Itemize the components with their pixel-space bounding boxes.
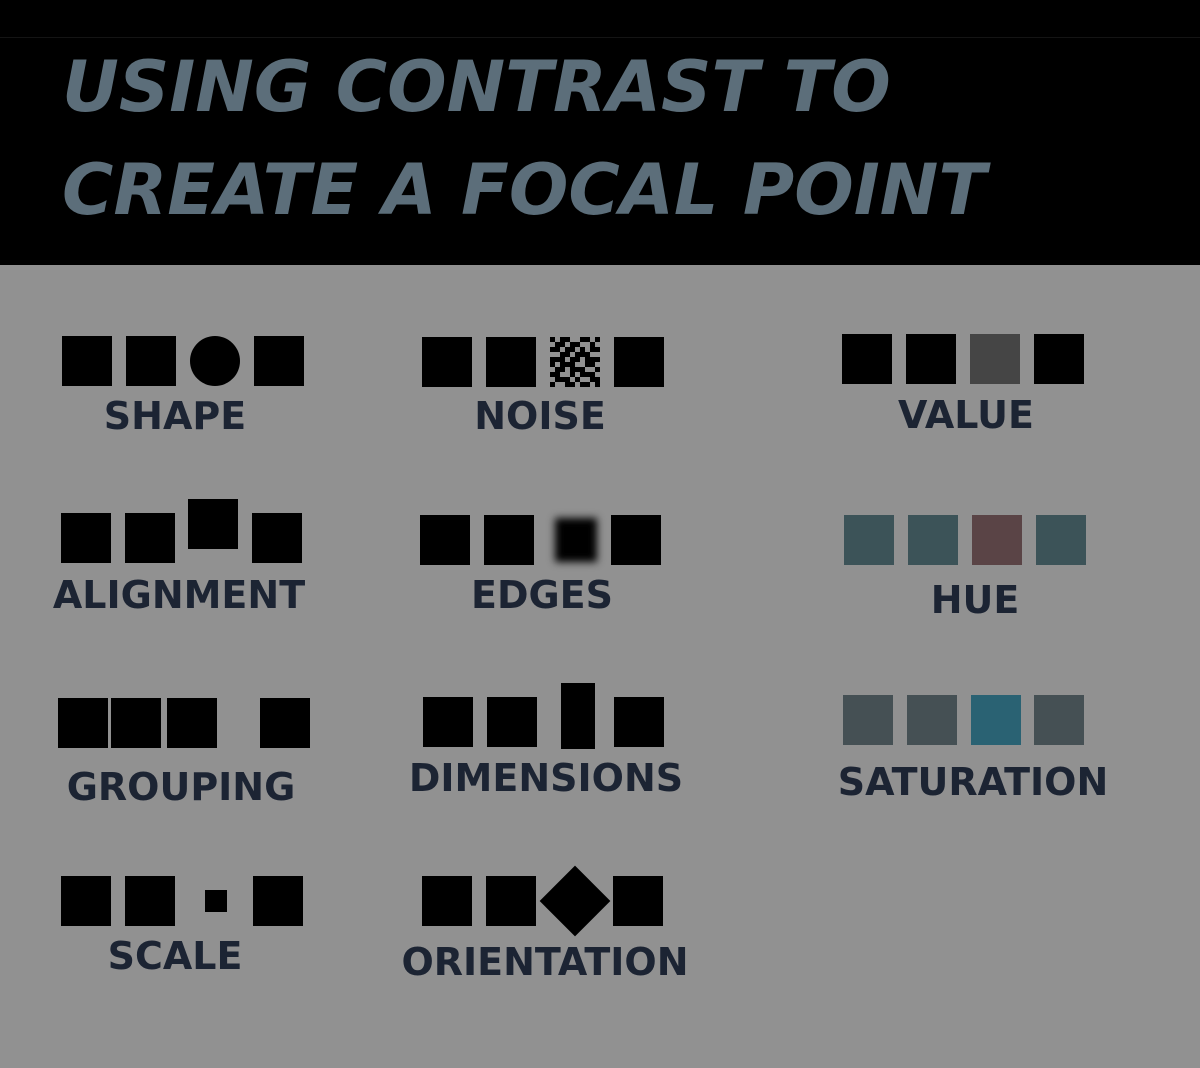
separated-square-icon	[260, 698, 310, 748]
header-divider	[0, 37, 1200, 38]
grouping-label: GROUPING	[66, 765, 296, 809]
square-icon	[420, 515, 470, 565]
square-icon	[1034, 695, 1084, 745]
tall-rectangle-icon	[561, 683, 595, 749]
square-icon	[125, 876, 175, 926]
different-hue-square-icon	[972, 515, 1022, 565]
square-icon	[423, 697, 473, 747]
square-icon	[842, 334, 892, 384]
square-icon	[1034, 334, 1084, 384]
square-icon	[611, 515, 661, 565]
scale-label: SCALE	[107, 934, 243, 978]
square-icon	[126, 336, 176, 386]
dimensions-label: DIMENSIONS	[408, 756, 684, 800]
contrast-examples-panel	[0, 265, 1200, 1068]
square-icon	[614, 337, 664, 387]
square-icon	[486, 337, 536, 387]
square-icon	[907, 695, 957, 745]
edges-label: EDGES	[470, 573, 614, 617]
square-icon	[422, 876, 472, 926]
square-icon	[254, 336, 304, 386]
small-square-icon	[205, 890, 227, 912]
saturation-label: SATURATION	[837, 760, 1109, 804]
square-icon	[906, 334, 956, 384]
orientation-label: ORIENTATION	[401, 940, 689, 984]
noise-label: NOISE	[474, 394, 606, 438]
square-icon	[167, 698, 217, 748]
saturated-square-icon	[971, 695, 1021, 745]
square-icon	[613, 876, 663, 926]
raised-square-icon	[188, 499, 238, 549]
square-icon	[422, 337, 472, 387]
value-label: VALUE	[898, 393, 1034, 437]
square-icon	[58, 698, 108, 748]
hue-label: HUE	[930, 578, 1020, 622]
square-icon	[908, 515, 958, 565]
square-icon	[62, 336, 112, 386]
title-line-2: CREATE A FOCAL POINT	[62, 149, 987, 231]
circle-icon	[190, 336, 240, 386]
square-icon	[843, 695, 893, 745]
square-icon	[1036, 515, 1086, 565]
square-icon	[61, 513, 111, 563]
square-icon	[614, 697, 664, 747]
blurred-square-icon	[555, 518, 597, 562]
noise-square-icon	[550, 337, 600, 387]
square-icon	[61, 876, 111, 926]
square-icon	[844, 515, 894, 565]
square-icon	[253, 876, 303, 926]
square-icon	[484, 515, 534, 565]
light-value-square-icon	[970, 334, 1020, 384]
square-icon	[487, 697, 537, 747]
square-icon	[125, 513, 175, 563]
header-banner: USING CONTRAST TO CREATE A FOCAL POINT	[0, 0, 1200, 265]
title-line-1: USING CONTRAST TO	[62, 46, 891, 128]
shape-label: SHAPE	[103, 394, 247, 438]
square-icon	[111, 698, 161, 748]
square-icon	[252, 513, 302, 563]
alignment-label: ALIGNMENT	[52, 573, 306, 617]
square-icon	[486, 876, 536, 926]
